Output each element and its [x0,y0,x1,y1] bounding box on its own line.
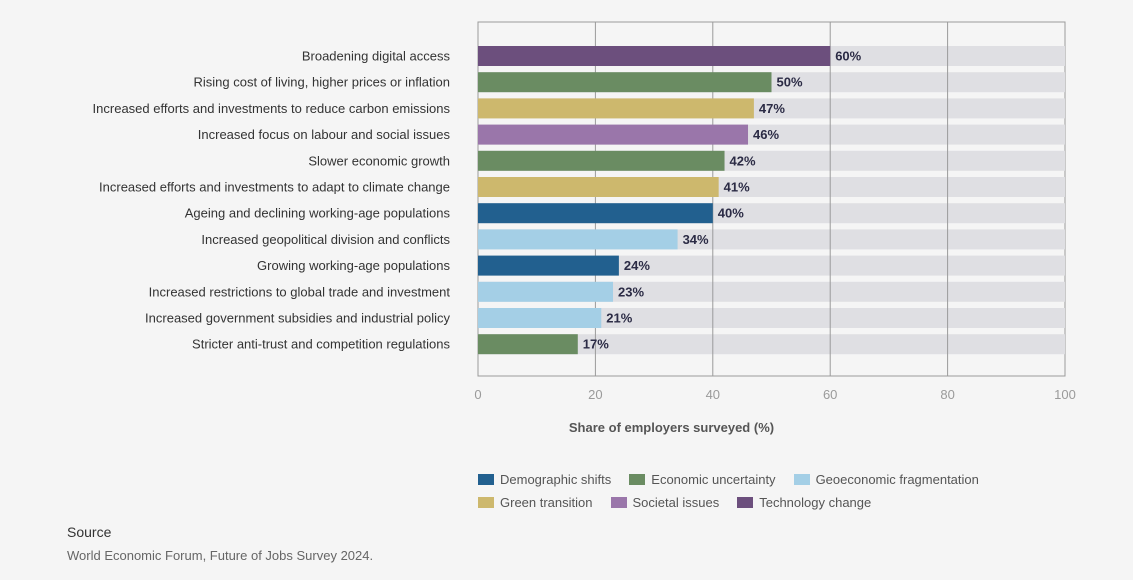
bar [478,334,578,355]
plot-frame [477,21,1066,377]
bar [478,150,725,171]
legend-item-demographic-shifts: Demographic shifts [478,472,611,487]
category-label: Ageing and declining working-age populat… [185,206,451,221]
category-label: Increased geopolitical division and conf… [201,232,450,247]
legend-item-geoeconomic-fragmentation: Geoeconomic fragmentation [793,472,979,487]
legend-row-1: Demographic shifts Economic uncertainty … [478,468,1038,491]
value-label: 50% [777,75,803,90]
value-label: 42% [730,153,756,168]
x-tick-label: 0 [474,387,481,402]
legend-item-societal-issues: Societal issues [610,495,720,510]
legend-item-technology-change: Technology change [737,495,871,510]
legend-label: Societal issues [632,495,720,510]
value-label: 34% [683,232,709,247]
bar-track [478,281,1065,302]
legend-swatch [737,497,754,508]
chart-legend: Demographic shifts Economic uncertainty … [478,468,1038,514]
bar [478,72,772,93]
bar-track [478,334,1065,355]
value-label: 24% [624,258,650,273]
legend-label: Economic uncertainty [651,472,776,487]
category-label: Rising cost of living, higher prices or … [193,75,450,90]
legend-label: Green transition [500,495,593,510]
bar [478,229,678,250]
category-label: Broadening digital access [302,49,451,64]
value-label: 17% [583,337,609,352]
category-label: Increased efforts and investments to ada… [99,180,450,195]
x-tick-label: 40 [706,387,720,402]
bar-track [478,255,1065,276]
value-label: 46% [753,127,779,142]
legend-label: Technology change [759,495,872,510]
bar [478,46,831,66]
legend-swatch [793,474,810,485]
legend-row-2: Green transition Societal issues Technol… [478,491,1038,514]
x-tick-label: 20 [588,387,602,402]
value-label: 41% [724,180,750,195]
legend-swatch [478,497,494,508]
value-label: 21% [606,311,632,326]
bar-chart: Broadening digital access 60% Rising cost … [93,21,1076,435]
source-text: World Economic Forum, Future of Jobs Sur… [67,548,374,563]
x-axis-title: Share of employers surveyed (%) [569,420,774,435]
value-label: 40% [718,206,744,221]
value-label: 23% [618,284,644,299]
value-label: 60% [835,49,861,64]
bar [478,124,749,145]
bar [478,203,713,224]
legend-swatch [478,474,494,485]
legend-swatch [610,497,627,508]
legend-item-economic-uncertainty: Economic uncertainty [629,472,776,487]
x-tick-label: 60 [823,387,837,402]
legend-label: Demographic shifts [500,472,612,487]
legend-swatch [629,474,646,485]
category-label: Increased restrictions to global trade a… [149,284,451,299]
legend-label: Geoeconomic fragmentation [815,472,979,487]
x-tick-label: 80 [940,387,954,402]
bar [478,177,719,197]
category-label: Increased focus on labour and social iss… [198,127,451,142]
bar [478,255,619,276]
category-label: Stricter anti-trust and competition regu… [192,337,450,352]
category-label: Slower economic growth [308,153,450,168]
value-label: 47% [759,101,785,116]
category-label: Increased government subsidies and indus… [145,311,450,326]
x-tick-label: 100 [1054,387,1076,402]
legend-item-green-transition: Green transition [478,495,593,510]
bar [478,98,754,119]
bar [478,281,614,302]
category-label: Increased efforts and investments to red… [93,101,451,116]
category-label: Growing working-age populations [257,258,450,273]
bar-track [478,308,1065,328]
bar [478,308,602,328]
source-title: Source [67,524,112,540]
